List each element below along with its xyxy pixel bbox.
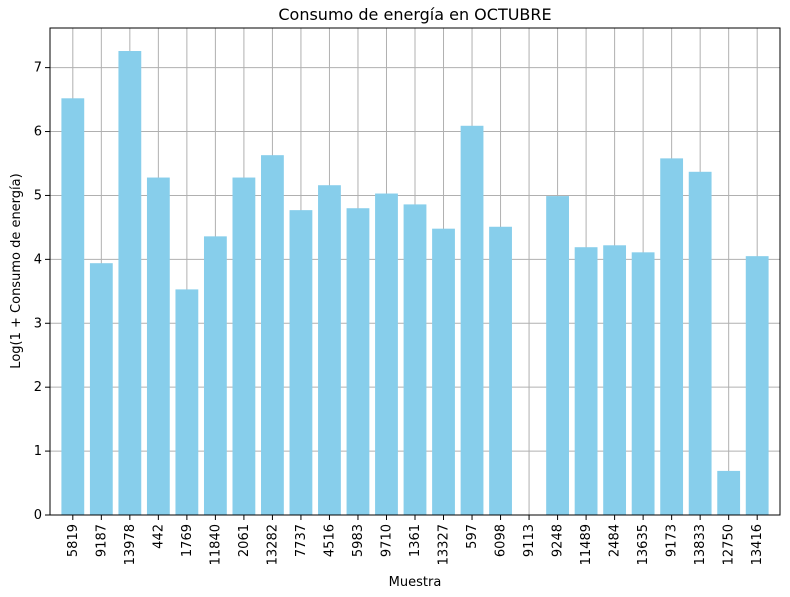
axes-layer: 0 1 2 3 4 5 6 7 5819 9187 13978 442 1769 11840 2061 132… xyxy=(34,27,781,565)
y-tick-label: 7 xyxy=(34,61,42,76)
bar-1361 xyxy=(403,204,427,515)
bar-13978 xyxy=(118,51,142,515)
x-tick-label: 2484 xyxy=(608,524,623,557)
y-tick-label: 6 xyxy=(34,125,42,140)
x-tick-label: 13416 xyxy=(750,524,765,565)
y-tick-label: 0 xyxy=(34,508,42,523)
bar-13416 xyxy=(745,256,769,515)
bar-9173 xyxy=(660,158,684,515)
bar-9187 xyxy=(89,263,113,515)
x-tick-label: 11489 xyxy=(579,524,594,565)
x-tick-label: 13833 xyxy=(693,524,708,565)
bar-13635 xyxy=(631,252,655,515)
x-tick-label: 9113 xyxy=(522,524,537,557)
bar-2484 xyxy=(603,245,627,516)
x-tick-label: 5819 xyxy=(66,524,81,557)
bar-2061 xyxy=(232,177,256,515)
x-tick-label: 11840 xyxy=(208,524,223,565)
bars-layer xyxy=(61,51,769,516)
y-tick-label: 1 xyxy=(34,444,42,459)
x-tick-label: 7737 xyxy=(294,524,309,557)
x-tick-label: 1769 xyxy=(180,524,195,557)
x-tick-label: 13327 xyxy=(437,524,452,565)
bar-4516 xyxy=(318,185,341,516)
x-tick-label: 12750 xyxy=(722,524,737,565)
x-tick-label: 597 xyxy=(465,524,480,549)
x-tick-label: 5983 xyxy=(351,524,366,557)
x-tick-label: 9173 xyxy=(665,524,680,557)
y-tick-label: 2 xyxy=(34,380,42,395)
bar-6098 xyxy=(489,226,512,516)
bar-442 xyxy=(146,177,170,515)
x-tick-label: 9248 xyxy=(551,524,566,557)
bar-13282 xyxy=(261,155,284,515)
x-tick-label: 9710 xyxy=(379,524,394,557)
bar-12750 xyxy=(717,470,741,515)
bar-13327 xyxy=(432,228,455,515)
x-tick-label: 2061 xyxy=(237,524,252,557)
y-tick-label: 3 xyxy=(34,316,42,331)
bar-9710 xyxy=(375,193,398,515)
x-axis-label: Muestra xyxy=(389,575,442,590)
bar-1769 xyxy=(175,289,199,515)
y-tick-label: 5 xyxy=(34,188,42,203)
bar-13833 xyxy=(688,171,712,516)
x-tick-label: 13282 xyxy=(265,524,280,565)
bar-11840 xyxy=(203,236,227,516)
bar-7737 xyxy=(289,210,313,515)
x-tick-label: 6098 xyxy=(494,524,509,557)
bar-9248 xyxy=(546,196,569,515)
bar-5983 xyxy=(346,208,370,516)
x-tick-label: 442 xyxy=(151,524,166,549)
bar-5819 xyxy=(61,98,85,516)
x-tick-label: 9187 xyxy=(94,524,109,557)
x-tick-label: 13635 xyxy=(636,524,651,565)
x-tick-label: 4516 xyxy=(322,524,337,557)
x-tick-label: 13978 xyxy=(123,524,138,565)
chart-title: Consumo de energía en OCTUBRE xyxy=(278,5,551,24)
y-tick-label: 4 xyxy=(34,252,42,267)
bar-11489 xyxy=(574,247,598,515)
y-axis-label: Log(1 + Consumo de energía) xyxy=(9,173,24,368)
bar-597 xyxy=(460,125,484,516)
x-tick-label: 1361 xyxy=(408,524,423,557)
